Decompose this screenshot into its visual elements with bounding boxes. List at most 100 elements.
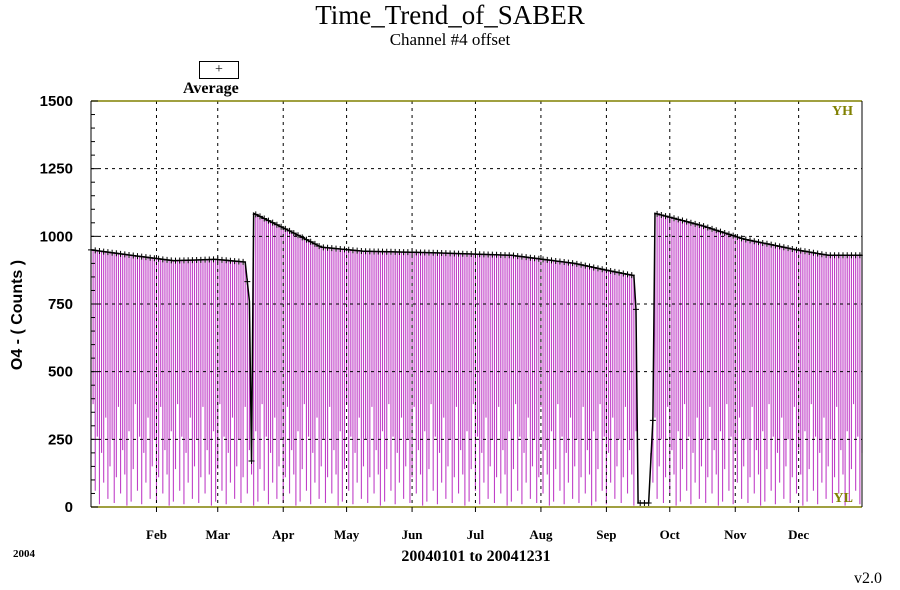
average-marker: [738, 235, 745, 242]
average-marker: [704, 224, 711, 231]
average-marker: [590, 264, 597, 271]
average-marker: [759, 239, 766, 246]
y-tick-label: 0: [65, 499, 73, 516]
average-marker: [624, 271, 631, 278]
average-marker: [113, 250, 120, 257]
average-marker: [658, 211, 665, 218]
average-marker: [662, 213, 669, 220]
average-marker: [307, 238, 314, 245]
average-marker: [134, 253, 141, 260]
average-marker: [92, 247, 99, 254]
average-marker: [780, 244, 787, 251]
average-marker: [121, 251, 128, 258]
average-marker: [645, 499, 652, 506]
average-marker: [151, 255, 158, 262]
average-marker: [586, 263, 593, 270]
average-marker: [126, 251, 133, 258]
average-marker: [523, 254, 530, 261]
average-marker: [814, 250, 821, 257]
average-marker: [654, 210, 661, 217]
average-marker: [240, 258, 247, 265]
average-marker: [730, 232, 737, 239]
average-marker: [540, 256, 547, 263]
x-tick-label: Dec: [788, 527, 809, 542]
x-tick-label: May: [334, 527, 360, 542]
year-label: 2004: [13, 548, 35, 560]
average-marker: [607, 267, 614, 274]
average-marker: [687, 219, 694, 226]
average-marker: [666, 214, 673, 221]
x-tick-label: Sep: [596, 527, 616, 542]
average-marker: [700, 223, 707, 230]
average-marker: [96, 248, 103, 255]
average-marker: [256, 213, 263, 220]
average-marker: [713, 227, 720, 234]
average-marker: [721, 229, 728, 236]
average-marker: [303, 236, 310, 243]
average-marker: [510, 252, 517, 259]
average-marker: [742, 236, 749, 243]
average-marker: [109, 249, 116, 256]
average-marker: [747, 237, 754, 244]
average-marker: [316, 243, 323, 250]
average-marker: [620, 270, 627, 277]
grid-lines: [91, 101, 862, 507]
average-marker: [789, 246, 796, 253]
average-marker: [810, 249, 817, 256]
y-tick-label: 500: [48, 364, 73, 381]
average-marker: [565, 259, 572, 266]
average-marker: [768, 241, 775, 248]
y-tick-label: 750: [48, 296, 73, 313]
chart-subtitle: Channel #4 offset: [389, 30, 511, 49]
average-marker: [599, 266, 606, 273]
x-tick-label: Oct: [660, 527, 681, 542]
legend-average-symbol: +: [199, 61, 239, 79]
average-marker: [679, 217, 686, 224]
average-marker: [104, 249, 111, 256]
average-marker: [772, 242, 779, 249]
average-marker: [273, 221, 280, 228]
average-marker: [265, 217, 272, 224]
average-marker: [628, 272, 635, 279]
average-marker: [785, 245, 792, 252]
axes: 0 250 500 750 1000 1250 1500 Feb Mar Apr May Jun Jul…: [40, 93, 863, 542]
average-marker: [573, 260, 580, 267]
limit-low-label: YL: [834, 491, 853, 506]
average-marker: [561, 259, 568, 266]
average-marker: [552, 257, 559, 264]
average-marker: [725, 231, 732, 238]
average-marker: [117, 250, 124, 257]
average-marker: [582, 262, 589, 269]
average-marker: [594, 265, 601, 272]
version-label: v2.0: [854, 570, 882, 587]
legend-average-label: Average: [183, 80, 239, 97]
x-tick-label: Aug: [529, 527, 553, 542]
y-tick-label: 1000: [40, 228, 73, 245]
average-marker: [278, 223, 285, 230]
average-marker: [692, 220, 699, 227]
average-marker: [248, 457, 255, 464]
average-marker: [801, 248, 808, 255]
average-marker: [535, 255, 542, 262]
average-marker: [531, 255, 538, 262]
average-marker: [569, 260, 576, 267]
average-marker: [751, 238, 758, 245]
average-marker: [649, 417, 656, 424]
average-marker: [544, 256, 551, 263]
average-marker: [797, 247, 804, 254]
average-marker: [755, 239, 762, 246]
average-marker: [603, 267, 610, 274]
range-bars: [90, 213, 863, 506]
average-marker: [290, 230, 297, 237]
average-marker: [138, 253, 145, 260]
average-marker: [675, 216, 682, 223]
average-marker: [717, 228, 724, 235]
x-tick-label: Apr: [272, 527, 295, 542]
y-tick-label: 1250: [40, 161, 73, 178]
average-marker: [244, 278, 251, 285]
average-marker: [556, 258, 563, 265]
average-marker: [252, 211, 259, 218]
x-tick-label: Nov: [724, 527, 747, 542]
x-tick-label: Jun: [402, 527, 424, 542]
